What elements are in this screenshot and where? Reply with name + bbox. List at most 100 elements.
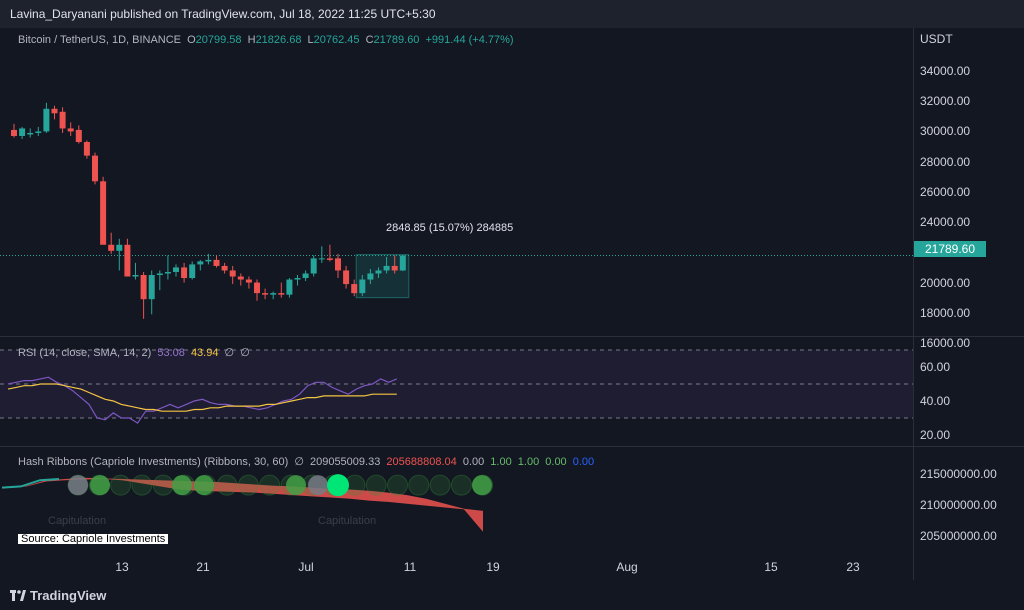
candle-body <box>351 284 358 294</box>
candle-body <box>278 293 285 295</box>
candle-body <box>75 129 82 143</box>
candle-body <box>302 273 309 279</box>
hash-tick-label: 205000000.00 <box>920 529 997 543</box>
price-tick-label: 30000.00 <box>920 124 971 139</box>
source-label: Source: Capriole Investments <box>18 534 169 544</box>
candle-body <box>375 270 382 274</box>
candle-body <box>181 267 188 279</box>
hash-buy-signal <box>327 474 349 497</box>
hash-signal-dot-active <box>472 475 492 496</box>
hash-null: ∅ <box>294 456 304 468</box>
capitulation-label-1: Capitulation <box>48 515 107 527</box>
rsi-tick-label: 20.00 <box>920 428 951 442</box>
candle-body <box>245 279 252 283</box>
currency-label[interactable]: USDT <box>920 32 953 46</box>
rsi-sma-value: 43.94 <box>190 347 219 359</box>
candle-body <box>343 270 350 285</box>
hash-value-3: 0.00 <box>462 456 485 468</box>
candle-body <box>35 131 42 133</box>
price-tick-label: 26000.00 <box>920 184 971 199</box>
candle-body <box>213 259 220 266</box>
hash-signal-dot <box>131 474 153 496</box>
measure-label: 2848.85 (15.07%) 284885 <box>386 222 514 234</box>
candle-body <box>83 142 90 156</box>
candle-body <box>326 258 333 260</box>
price-tick-label: 18000.00 <box>920 305 971 320</box>
hash-value-4: 1.00 <box>490 456 512 468</box>
candle-body <box>116 244 123 251</box>
candle-body <box>164 271 171 274</box>
candle-body <box>140 275 147 300</box>
publish-info: Lavina_Daryanani published on TradingVie… <box>10 7 436 21</box>
tradingview-brand: TradingView <box>30 588 107 603</box>
hash-ribbons-label[interactable]: Hash Ribbons (Capriole Investments) (Rib… <box>18 456 289 468</box>
rsi-sma-line <box>7 383 397 412</box>
time-tick-label: Aug <box>616 560 638 574</box>
time-tick-label: 23 <box>846 560 860 574</box>
candle-body <box>270 293 277 295</box>
hash-value-6: 0.00 <box>545 456 567 468</box>
candle-body <box>294 278 301 280</box>
candle-body <box>229 270 236 277</box>
chart-area[interactable] <box>0 28 1024 580</box>
open-label: O <box>187 34 196 46</box>
footer-bar <box>0 580 1024 610</box>
hash-signal-dot <box>216 474 238 496</box>
candle-body <box>399 255 406 271</box>
candle-body <box>67 128 74 132</box>
pane-divider-rsi[interactable] <box>0 336 1024 337</box>
hash-value-5: 1.00 <box>517 456 540 468</box>
main-legend: Bitcoin / TetherUS, 1D, BINANCE O20799.5… <box>18 34 517 46</box>
candle-body <box>108 244 115 251</box>
candle-body <box>92 155 98 182</box>
rsi-null-2: ∅ <box>240 347 250 359</box>
pane-divider-hash[interactable] <box>0 446 1024 447</box>
price-tick-label: 34000.00 <box>920 64 971 78</box>
tradingview-logo[interactable]: TradingView <box>10 588 106 603</box>
candle-body <box>100 181 107 245</box>
time-tick-label: 11 <box>403 560 417 574</box>
chart-canvas[interactable] <box>0 28 1024 580</box>
tradingview-logo-icon <box>10 590 26 601</box>
time-tick-label: 21 <box>196 560 210 574</box>
time-tick-label: 13 <box>115 560 129 574</box>
high-value: 21826.68 <box>255 34 302 46</box>
close-label: C <box>365 34 374 46</box>
hash-value-1: 209055009.33 <box>309 456 381 468</box>
price-tick-label: 20000.00 <box>920 275 971 290</box>
hash-signal-dot-active <box>90 475 110 496</box>
rsi-label[interactable]: RSI (14, close, SMA, 14, 2) <box>18 347 152 359</box>
rsi-tick-label: 40.00 <box>920 394 951 408</box>
rsi-line <box>7 376 398 424</box>
price-tick-label: 28000.00 <box>920 154 971 169</box>
high-label: H <box>247 34 256 46</box>
hash-ribbon-fill <box>8 477 483 532</box>
capitulation-label-2: Capitulation <box>318 515 377 527</box>
price-axis-separator <box>913 28 914 580</box>
candle-body <box>318 258 325 260</box>
hash-ribbons-legend: Hash Ribbons (Capriole Investments) (Rib… <box>18 455 597 468</box>
candle-body <box>197 261 204 265</box>
candle-body <box>359 279 366 294</box>
candle-body <box>310 258 317 274</box>
time-tick-label: 19 <box>486 560 500 574</box>
hash-signal-dot <box>237 474 259 496</box>
open-value: 20799.58 <box>195 34 242 46</box>
candle-body <box>391 265 398 271</box>
candle-body <box>132 275 139 277</box>
candle-body <box>383 265 390 271</box>
hash-signal-dot-active <box>308 475 328 496</box>
low-value: 20762.45 <box>313 34 360 46</box>
candle-body <box>43 108 50 132</box>
candle-body <box>335 258 341 271</box>
publish-bar: Lavina_Daryanani published on TradingVie… <box>0 0 1024 28</box>
symbol-label[interactable]: Bitcoin / TetherUS, 1D, BINANCE <box>18 34 182 46</box>
candle-body <box>189 264 196 279</box>
change-value: +991.44 (+4.77%) <box>425 34 514 46</box>
hash-value-7: 0.00 <box>572 456 595 468</box>
candle-body <box>124 244 131 277</box>
candle-body <box>367 273 374 280</box>
candle-body <box>27 132 34 135</box>
candle-body <box>237 276 244 280</box>
hash-tick-label: 210000000.00 <box>920 498 997 512</box>
